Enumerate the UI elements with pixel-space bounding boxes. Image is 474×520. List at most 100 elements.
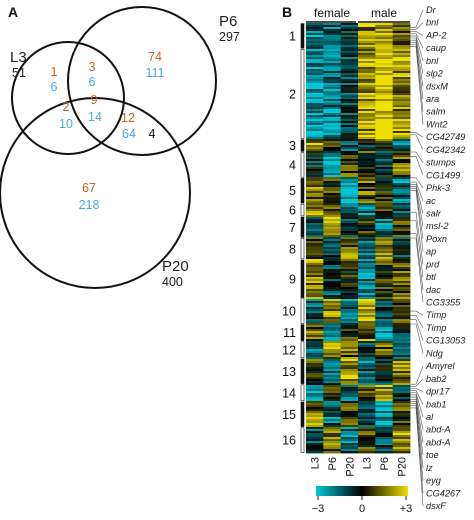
heatmap-cell — [375, 329, 394, 332]
heatmap-cell — [358, 75, 376, 78]
venn-circle-p20 — [0, 97, 191, 289]
heatmap-cell — [358, 283, 376, 286]
heatmap-cell — [306, 309, 324, 312]
heatmap-cell — [358, 117, 376, 120]
heatmap-cell — [392, 43, 411, 46]
heatmap-cell — [358, 365, 376, 368]
heatmap-cell — [358, 297, 376, 300]
heatmap-cell — [340, 37, 359, 40]
heatmap-cell — [375, 99, 394, 102]
heatmap-cell — [323, 155, 342, 158]
heatmap-cell — [392, 313, 411, 316]
venn-diagram — [0, 6, 217, 289]
heatmap-cell — [375, 179, 394, 182]
heatmap-cell — [392, 203, 411, 206]
heatmap-cell — [358, 61, 376, 64]
heatmap-cell — [306, 365, 324, 368]
count-all-down: 14 — [88, 110, 102, 124]
heatmap-cell — [340, 387, 359, 390]
heatmap-cell — [392, 209, 411, 212]
heatmap-cell — [375, 311, 394, 314]
heatmap-cell — [306, 251, 324, 254]
heatmap-cell — [306, 225, 324, 228]
heatmap-cell — [375, 63, 394, 66]
heatmap-cell — [340, 69, 359, 72]
cluster-bar — [300, 427, 305, 453]
heatmap-cell — [306, 157, 324, 160]
heatmap-cell — [306, 43, 324, 46]
heatmap-cell — [340, 385, 359, 388]
heatmap-cell — [323, 71, 342, 74]
heatmap-cell — [358, 239, 376, 242]
heatmap-cell — [323, 279, 342, 282]
heatmap-cell — [340, 365, 359, 368]
heatmap-cell — [375, 289, 394, 292]
heatmap-cell — [306, 387, 324, 390]
heatmap-cell — [392, 187, 411, 190]
heatmap-cell — [340, 61, 359, 64]
heatmap-cell — [392, 411, 411, 414]
heatmap-cell — [340, 191, 359, 194]
gene-label: toe — [426, 450, 439, 460]
heatmap-cell — [340, 145, 359, 148]
heatmap-cell — [340, 341, 359, 344]
count-l3-p6-down: 6 — [89, 75, 96, 89]
heatmap-cell — [358, 393, 376, 396]
heatmap-cell — [306, 149, 324, 152]
heatmap-cell — [306, 385, 324, 388]
heatmap-cell — [306, 415, 324, 418]
count-l3-only-up: 1 — [51, 65, 58, 79]
heatmap-cell — [306, 389, 324, 392]
heatmap-cell — [375, 389, 394, 392]
heatmap-cell — [323, 299, 342, 302]
heatmap-cell — [306, 235, 324, 238]
heatmap-cell — [306, 371, 324, 374]
heatmap-cell — [392, 51, 411, 54]
heatmap-cell — [340, 163, 359, 166]
gene-leader-line — [410, 190, 424, 252]
heatmap-cell — [323, 261, 342, 264]
heatmap-cell — [323, 289, 342, 292]
heatmap-cell — [375, 283, 394, 286]
heatmap-cell — [306, 303, 324, 306]
heatmap-cell — [306, 281, 324, 284]
heatmap-cell — [323, 179, 342, 182]
cluster-bar — [300, 203, 305, 217]
heatmap-cell — [340, 193, 359, 196]
heatmap-cell — [323, 283, 342, 286]
heatmap-cell — [340, 233, 359, 236]
heatmap-cell — [392, 127, 411, 130]
heatmap-cell — [358, 25, 376, 28]
heatmap-cell — [392, 183, 411, 186]
heatmap-cell — [392, 55, 411, 58]
heatmap-cell — [358, 373, 376, 376]
heatmap-cell — [323, 167, 342, 170]
heatmap-cell — [306, 31, 324, 34]
heatmap-cell — [306, 427, 324, 430]
heatmap-cell — [358, 205, 376, 208]
venn-total-l3: 51 — [12, 66, 26, 80]
heatmap-cell — [358, 223, 376, 226]
heatmap-cell — [306, 233, 324, 236]
heatmap-cell — [358, 253, 376, 256]
heatmap-cell — [358, 255, 376, 258]
heatmap-cell — [323, 161, 342, 164]
heatmap-cell — [358, 445, 376, 448]
heatmap-cell — [306, 177, 324, 180]
heatmap-cell — [323, 207, 342, 210]
heatmap-cell — [392, 367, 411, 370]
heatmap-cell — [375, 115, 394, 118]
heatmap-cell — [306, 335, 324, 338]
heatmap-cell — [392, 283, 411, 286]
heatmap-cell — [358, 251, 376, 254]
heatmap-cell — [323, 355, 342, 358]
heatmap-cell — [375, 89, 394, 92]
heatmap-cell — [358, 447, 376, 450]
heatmap-cell — [358, 45, 376, 48]
heatmap-cell — [323, 357, 342, 360]
heatmap-cell — [323, 449, 342, 452]
heatmap-cell — [358, 381, 376, 384]
heatmap-cell — [306, 357, 324, 360]
heatmap-cell — [340, 355, 359, 358]
heatmap-cell — [306, 245, 324, 248]
